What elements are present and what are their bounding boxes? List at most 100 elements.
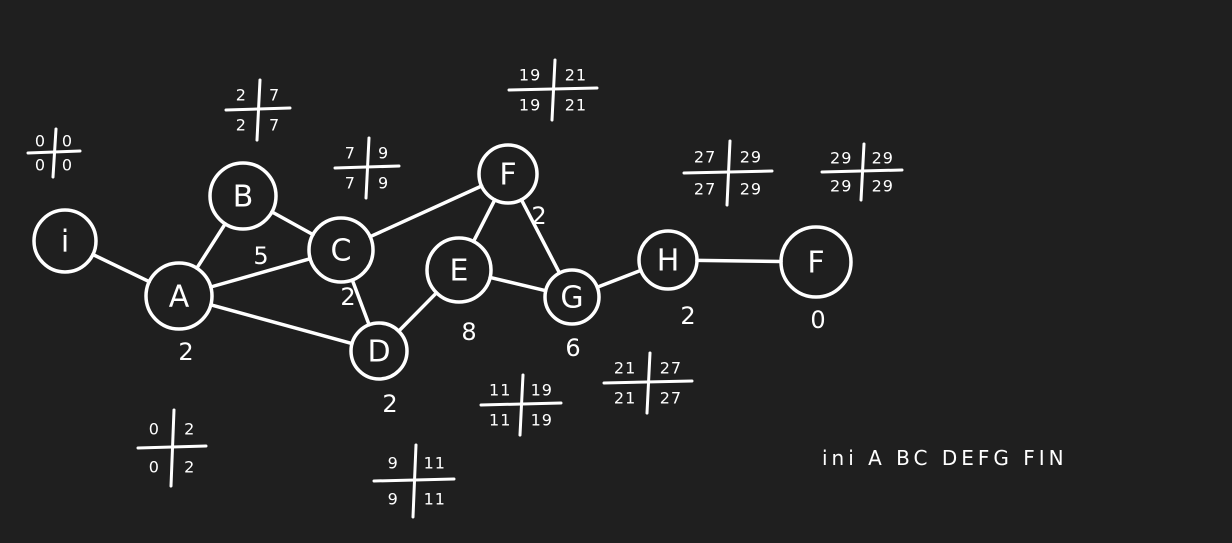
node-circle (543, 268, 601, 326)
cross-value-bl: 0 (35, 156, 46, 175)
edge-e-g (488, 275, 548, 293)
cross-vertical-line (169, 408, 176, 488)
cross-vertical-line (518, 373, 525, 437)
cross-value-bl: 29 (830, 177, 852, 196)
time-cross-i: 0 00 0 (26, 127, 82, 179)
edge-c-f (368, 184, 484, 239)
duration-d: 2 (382, 390, 397, 418)
cross-value-bl: 0 (149, 458, 160, 477)
duration-h: 2 (680, 302, 695, 330)
duration-c: 2 (340, 283, 355, 311)
node-label: B (233, 180, 254, 215)
nodes-layer: i A B C D E F G H F (32, 143, 853, 381)
cross-value-bl: 21 (614, 389, 636, 408)
cross-value-tl: 2 (236, 86, 247, 105)
cross-value-tr: 2 (184, 420, 195, 439)
cross-vertical-line (51, 127, 58, 179)
node-i: i (32, 208, 98, 274)
node-label: C (331, 234, 352, 269)
cross-value-br: 2 (184, 458, 195, 477)
cross-value-br: 21 (565, 96, 587, 115)
node-label: A (169, 280, 190, 315)
time-cross-d: 9 11 9 11 (372, 443, 456, 519)
cross-vertical-line (364, 136, 371, 200)
node-circle (425, 236, 493, 304)
cross-value-tl: 21 (614, 359, 636, 378)
edge-f-g (519, 197, 562, 275)
time-cross-c: 7 9 7 9 (333, 136, 401, 200)
node-c: C (307, 216, 375, 284)
node-g: G (543, 268, 601, 326)
duration-fin: 0 (810, 306, 825, 334)
duration-e: 8 (461, 318, 476, 346)
cross-value-tr: 21 (565, 66, 587, 85)
node-label: E (450, 254, 469, 289)
node-circle (349, 321, 409, 381)
cross-value-tr: 29 (872, 149, 894, 168)
cross-vertical-line (859, 142, 866, 202)
node-e: E (425, 236, 493, 304)
edge-e-f (471, 198, 497, 244)
time-cross-f: 19 21 19 21 (507, 58, 599, 122)
node-b: B (208, 161, 278, 231)
cross-value-bl: 27 (694, 180, 716, 199)
time-cross-a: 0 2 0 2 (136, 408, 208, 488)
edge-c-d (350, 278, 371, 327)
edge-h-fin (695, 258, 783, 264)
duration-f: 2 (531, 202, 546, 230)
cross-value-bl: 2 (236, 116, 247, 135)
node-fin: F (779, 225, 853, 299)
cross-vertical-line (411, 443, 418, 519)
cross-value-tl: 9 (388, 454, 399, 473)
cross-value-tr: 0 (62, 132, 73, 151)
time-cross-h: 27 29 27 29 (682, 139, 774, 207)
cross-value-br: 9 (378, 174, 389, 193)
cross-value-tl: 7 (345, 144, 356, 163)
cross-vertical-line (550, 58, 557, 122)
durations-layer: 2 5 2 2 8 2 6 2 0 (178, 202, 825, 418)
duration-a: 2 (178, 338, 193, 366)
node-circle (477, 143, 539, 205)
cross-value-bl: 11 (489, 411, 511, 430)
cross-vertical-line (645, 351, 652, 415)
edge-d-e (396, 291, 439, 333)
duration-g: 6 (565, 334, 580, 362)
node-a: A (144, 261, 214, 331)
duration-b: 5 (253, 242, 268, 270)
cross-value-tr: 27 (660, 359, 682, 378)
cross-value-br: 0 (62, 156, 73, 175)
node-circle (208, 161, 278, 231)
cross-value-br: 11 (424, 490, 446, 509)
cross-value-tl: 27 (694, 148, 716, 167)
cross-value-br: 29 (740, 180, 762, 199)
node-circle (144, 261, 214, 331)
cross-value-tl: 0 (149, 420, 160, 439)
cross-vertical-line (725, 139, 732, 207)
node-circle (779, 225, 853, 299)
time-cross-fin: 29 29 29 29 (820, 142, 904, 202)
node-label: F (499, 158, 516, 193)
edges-layer (91, 184, 783, 346)
edge-i-a (91, 252, 152, 284)
cross-value-tl: 29 (830, 149, 852, 168)
time-cross-g: 21 27 21 27 (602, 351, 694, 415)
cross-value-tr: 9 (378, 144, 389, 163)
edge-a-b (195, 222, 227, 270)
node-label: i (61, 225, 69, 260)
cross-value-bl: 7 (345, 174, 356, 193)
cross-value-tl: 19 (519, 66, 541, 85)
cross-value-br: 7 (269, 116, 280, 135)
cross-value-bl: 9 (388, 490, 399, 509)
time-cross-b: 2 7 2 7 (224, 78, 292, 142)
cross-value-tr: 7 (269, 86, 280, 105)
node-label: G (560, 281, 583, 316)
node-circle (32, 208, 98, 274)
node-label: F (807, 246, 824, 281)
cross-value-tl: 0 (35, 132, 46, 151)
cross-value-bl: 19 (519, 96, 541, 115)
node-circle (637, 229, 699, 291)
cross-value-tr: 29 (740, 148, 762, 167)
node-circle (307, 216, 375, 284)
edge-a-c (208, 256, 312, 289)
edge-a-d (209, 303, 354, 346)
